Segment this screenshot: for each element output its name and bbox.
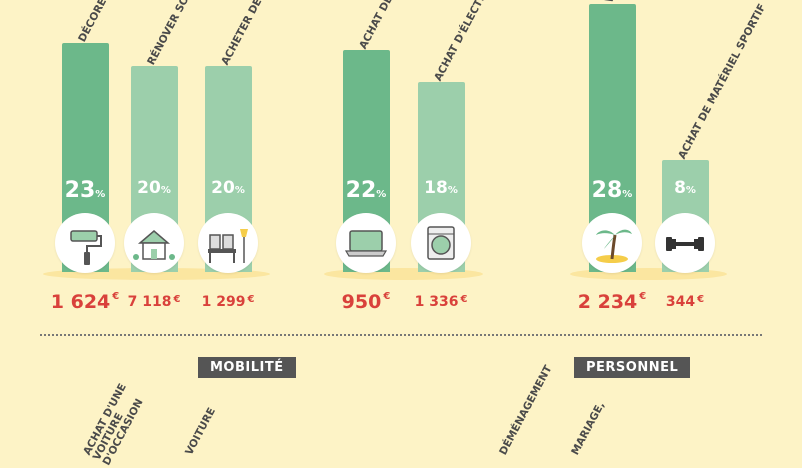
bottom-label-demenagement: DÉMÉNAGEMENT [497,363,555,458]
bar-label: ACHAT DE MATÉRIEL SPORTIF [676,1,769,161]
bar-label: ACHAT DE PRODUITS HIGH-TECH [357,0,457,52]
bar-label: ACHETER DES MEUBLES [219,0,296,68]
percent-label: 20% [137,178,171,198]
bottom-label-achat-occasion: ACHAT D'UNE VOITURE D'OCCASION [81,381,146,468]
percent-label: 28% [591,178,633,203]
house-icon [124,213,184,273]
chairs-lamp-icon [198,213,258,273]
bar-label: DÉCORER SON LOGEMENT [76,0,158,44]
amount-label: 7 118 € [127,294,181,310]
washing-machine-icon [411,213,471,273]
dumbbell-icon [655,213,715,273]
percent-label: 22% [345,178,387,203]
laptop-icon [336,213,396,273]
paint-roller-icon [55,213,115,273]
bar-label: ACHAT D'ÉLECTRO-MÉNAGER [432,0,523,83]
percent-label: 23% [64,178,106,203]
section-divider [40,334,762,336]
amount-label: 344 € [665,294,705,310]
category-label-personnel: PERSONNEL [574,357,691,378]
percent-label: 8% [674,178,696,198]
amount-label: 1 624 € [50,291,120,313]
category-label-mobilite: MOBILITÉ [198,357,296,378]
percent-label: 20% [211,178,245,198]
bottom-label-mariage: MARIAGE, [569,399,608,458]
amount-label: 2 234 € [577,291,647,313]
palm-tree-icon [582,213,642,273]
amount-label: 1 336 € [414,294,468,310]
percent-label: 18% [424,178,458,198]
bar-label: RÉNOVER SON LOGEMENT [145,0,228,67]
bottom-label-voiture: VOITURE [183,405,219,458]
amount-label: 1 299 € [201,294,255,310]
amount-label: 950 € [341,291,391,313]
